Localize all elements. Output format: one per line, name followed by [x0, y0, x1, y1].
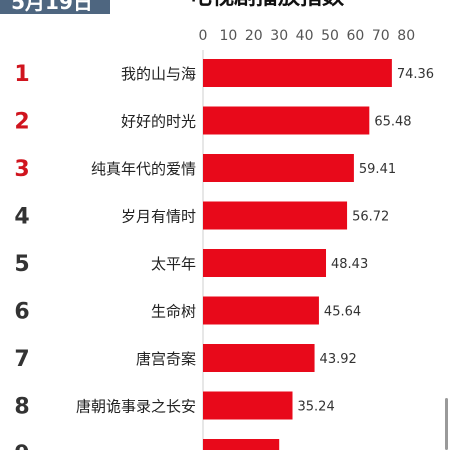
category-label: 生命树 — [151, 303, 196, 321]
bar — [203, 344, 315, 372]
category-label: 太平年 — [151, 255, 196, 273]
chart-title: 电视剧播放指数 — [190, 0, 344, 12]
rank-number: 2 — [14, 110, 29, 135]
category-label: 好好的时光 — [121, 113, 196, 131]
bar — [203, 201, 348, 230]
bar — [203, 106, 370, 135]
category-label: 纯真年代的爱情 — [91, 160, 196, 178]
category-label: 唐朝诡事录之长安 — [76, 398, 196, 416]
bar — [203, 296, 319, 325]
x-tick-label: 70 — [372, 28, 390, 44]
x-tick-label: 30 — [270, 28, 288, 44]
rank-number: 8 — [14, 395, 29, 420]
rank-number: 6 — [14, 300, 29, 325]
rank-number: 1 — [14, 62, 29, 87]
data-label: 45.64 — [324, 305, 361, 320]
bar — [203, 59, 392, 87]
x-tick-label: 20 — [245, 28, 263, 44]
rank-number: 4 — [14, 205, 29, 230]
bar — [203, 249, 327, 277]
x-tick-label: 40 — [296, 28, 314, 44]
x-tick-label: 50 — [321, 28, 339, 44]
data-label: 65.48 — [374, 115, 411, 130]
rank-number: 7 — [14, 347, 29, 372]
data-label: 48.43 — [331, 257, 368, 272]
data-label: 74.36 — [397, 67, 434, 82]
rank-number: 5 — [14, 252, 29, 277]
rank-number: 9 — [14, 442, 29, 450]
x-tick-label: 10 — [219, 28, 237, 44]
data-label: 43.92 — [320, 352, 357, 367]
scrollbar-thumb[interactable] — [445, 398, 448, 450]
category-label: 岁月有情时 — [121, 208, 196, 226]
x-tick-label: 0 — [199, 28, 208, 44]
data-label: 56.72 — [352, 210, 389, 225]
date-badge: 5月19日 — [0, 0, 110, 14]
bar — [203, 439, 280, 450]
data-label: 35.24 — [298, 400, 335, 415]
rank-number: 3 — [14, 157, 29, 182]
bar — [203, 154, 354, 182]
category-label: 唐宫奇案 — [136, 350, 196, 368]
x-tick-label: 80 — [397, 28, 415, 44]
data-label: 59.41 — [359, 162, 396, 177]
category-label: 我的山与海 — [121, 65, 196, 83]
x-tick-label: 60 — [346, 28, 364, 44]
bar — [203, 391, 293, 420]
